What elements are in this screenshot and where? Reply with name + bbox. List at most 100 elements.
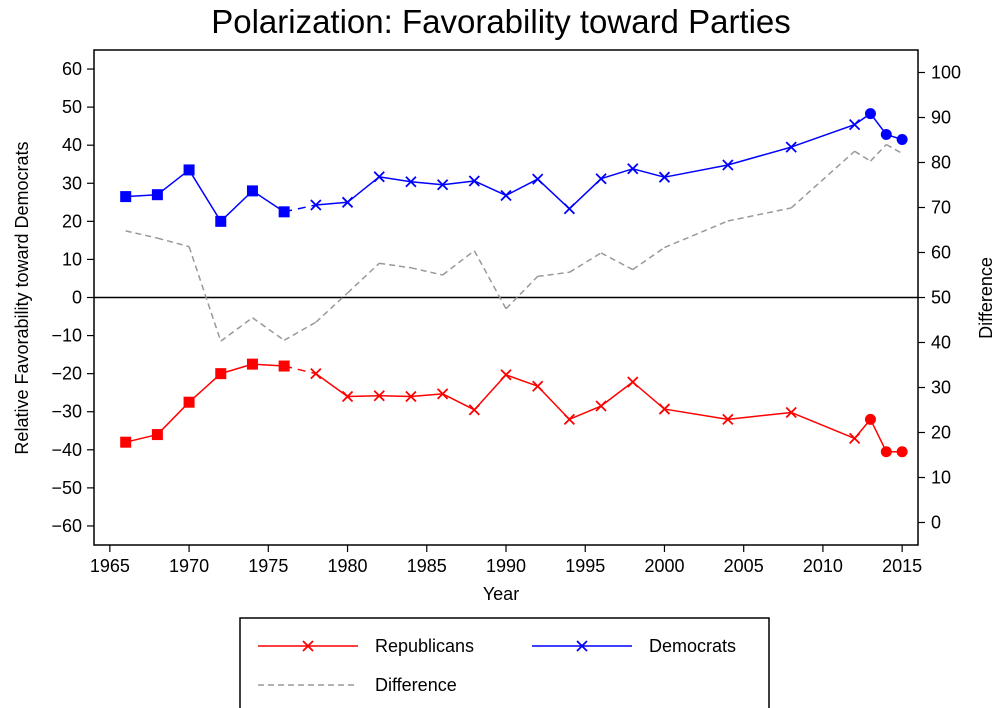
democrats-point [120,191,132,203]
legend-republicans-label: Republicans [375,636,474,656]
republicans-line-segment [537,385,570,420]
y-tick-label: 50 [62,97,82,117]
legend: Republicans Democrats Difference [239,617,770,708]
difference-line-segment [125,230,158,239]
republicans-point [864,413,876,425]
democrats-point [563,203,576,215]
x-tick-label: 1970 [169,556,209,576]
legend-democrats-label: Democrats [649,636,736,656]
y2-tick-label: 40 [931,333,951,353]
difference-line-segment [854,150,871,162]
x-tick-label: 2000 [644,556,684,576]
x-tick-label: 1985 [407,556,447,576]
democrats-point [246,185,258,197]
legend-democrats-marker [576,640,588,652]
republicans-point [468,404,480,416]
democrats-point [373,171,385,183]
x-tick-label: 1965 [90,556,130,576]
republicans-point [215,368,227,380]
republicans-line-segment [869,419,887,453]
republicans-line-segment [379,394,411,398]
x-tick-label: 2015 [882,556,922,576]
republicans-point [722,413,734,425]
series-layer [120,108,908,458]
x-tick-label: 1995 [565,556,605,576]
democrats-line-segment [379,176,412,183]
republicans-point [848,432,861,445]
difference-line-segment [727,207,792,222]
republicans-point [563,413,576,425]
democrats-line-segment [790,123,855,148]
democrats-point [278,206,290,218]
democrats-point [627,163,639,175]
difference-line-segment [252,317,285,341]
republicans-point [341,390,354,403]
republicans-point [880,446,892,458]
legend-difference-label: Difference [375,675,457,695]
republicans-line-segment [727,411,792,421]
chart-title: Polarization: Favorability toward Partie… [211,3,791,40]
y2-tick-label: 90 [931,108,951,128]
x-tick-label: 1975 [248,556,288,576]
republicans-line-segment [569,405,602,421]
republicans-point [310,368,322,380]
republicans-line-segment [315,373,348,398]
republicans-point [246,358,258,370]
difference-line-segment [632,246,665,271]
republicans-line-segment [505,374,538,387]
difference-line-segment [473,250,507,310]
democrats-line-segment [410,180,443,186]
democrats-point [405,176,417,188]
republicans-point [120,436,132,448]
republicans-point [658,403,671,415]
y2-tick-label: 10 [931,468,951,488]
democrats-point [722,159,734,171]
republicans-point [151,429,163,441]
difference-line-segment [347,262,380,294]
democrats-point [864,108,876,120]
democrats-point [468,175,480,187]
y-tick-label: 60 [62,59,82,79]
x-tick-label: 1990 [486,556,526,576]
legend-box [239,617,770,708]
difference-line-segment [379,262,412,269]
republicans-point [785,406,797,419]
y2-tick-label: 80 [931,153,951,173]
republicans-line-segment [790,411,855,440]
democrats-line-segment [568,178,602,210]
democrats-point [595,173,607,185]
legend-republicans-marker [302,640,314,652]
democrats-point [436,179,449,191]
democrats-point [658,171,671,183]
democrats-point [151,189,163,201]
difference-line-segment [885,143,903,155]
republicans-line-segment [664,408,728,421]
difference-line-segment [600,252,634,271]
y-tick-label: 40 [62,135,82,155]
difference-line-segment [410,267,443,276]
democrats-line-segment [473,180,507,197]
x-tick-label: 2010 [803,556,843,576]
democrats-line-segment [664,164,728,178]
republicans-point [500,369,512,381]
plot-frame [93,49,919,546]
y2-tick-label: 30 [931,378,951,398]
y2-tick-label: 70 [931,198,951,218]
axes: 6050403020100−10−20−30−40−50−60100908070… [51,59,961,576]
democrats-line-segment [315,201,348,206]
republicans-line-segment [442,393,475,411]
x-tick-label: 1980 [328,556,368,576]
y-tick-label: 30 [62,173,82,193]
y2-axis-label: Difference [976,257,996,339]
democrats-point [215,215,227,227]
difference-line-segment [442,250,475,276]
difference-line-segment [568,252,602,273]
difference-line-segment [157,237,190,248]
y2-tick-label: 0 [931,513,941,533]
republicans-point [627,376,639,388]
y-tick-label: 10 [62,249,82,269]
democrats-point [500,189,512,202]
x-tick-label: 2005 [724,556,764,576]
republicans-line-segment [473,374,507,411]
